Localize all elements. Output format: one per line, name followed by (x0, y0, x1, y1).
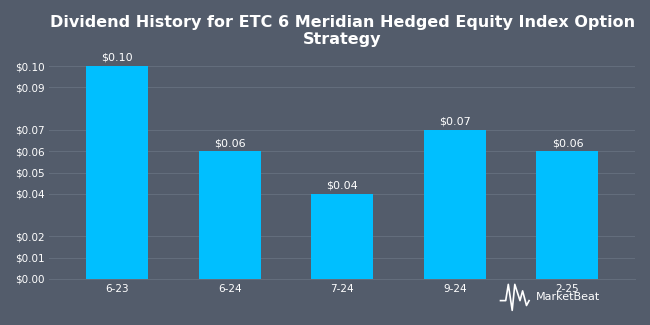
Text: $0.07: $0.07 (439, 117, 471, 127)
Bar (311, 194, 373, 279)
Text: MarketBeat: MarketBeat (536, 292, 601, 302)
Text: $0.06: $0.06 (552, 138, 583, 148)
Text: $0.10: $0.10 (101, 53, 133, 63)
Bar (86, 66, 148, 279)
Text: $0.06: $0.06 (214, 138, 246, 148)
Text: $0.04: $0.04 (326, 181, 358, 190)
Bar (536, 151, 599, 279)
Bar (199, 151, 261, 279)
Bar (424, 130, 486, 279)
Title: Dividend History for ETC 6 Meridian Hedged Equity Index Option
Strategy: Dividend History for ETC 6 Meridian Hedg… (49, 15, 635, 47)
